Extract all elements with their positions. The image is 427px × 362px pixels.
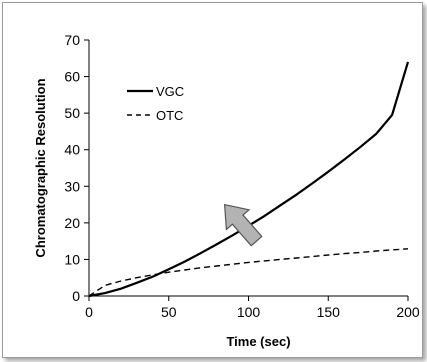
x-tick-label: 150: [317, 304, 341, 320]
y-tick-labels: 0 10 20 30 40 50 60 70: [64, 32, 89, 304]
annotation-arrow: [223, 203, 263, 247]
chart-series: [88, 61, 410, 298]
chart-legend: VGC OTC: [127, 84, 184, 123]
resolution-chart: 0 10 20 30 40 50 60 70 0 50 100 150 200 VGC OTC Chr…: [33, 32, 420, 349]
chart-frame: 0 10 20 30 40 50 60 70 0 50 100 150 200 VGC OTC Chr…: [2, 2, 423, 358]
y-axis-title: Chromatographic Resolution: [33, 78, 48, 257]
y-tick-label: 40: [64, 142, 80, 158]
x-tick-labels: 0 50 100 150 200: [85, 296, 420, 320]
chart-axes: [88, 40, 408, 297]
y-tick-label: 50: [64, 105, 80, 121]
x-tick-label: 50: [161, 304, 177, 320]
x-axis-title: Time (sec): [226, 334, 290, 349]
y-tick-label: 10: [64, 251, 80, 267]
y-tick-label: 0: [72, 288, 80, 304]
y-tick-label: 30: [64, 178, 80, 194]
series-line-vgc: [88, 61, 410, 298]
y-tick-label: 20: [64, 215, 80, 231]
x-tick-label: 0: [85, 304, 93, 320]
x-tick-label: 100: [237, 304, 261, 320]
y-tick-label: 70: [64, 32, 80, 48]
series-line-otc: [88, 248, 409, 297]
legend-label-otc: OTC: [156, 108, 183, 123]
legend-label-vgc: VGC: [156, 84, 184, 99]
x-tick-label: 200: [396, 304, 420, 320]
annotation-arrow-layer: [223, 203, 263, 247]
y-tick-label: 60: [64, 69, 80, 85]
